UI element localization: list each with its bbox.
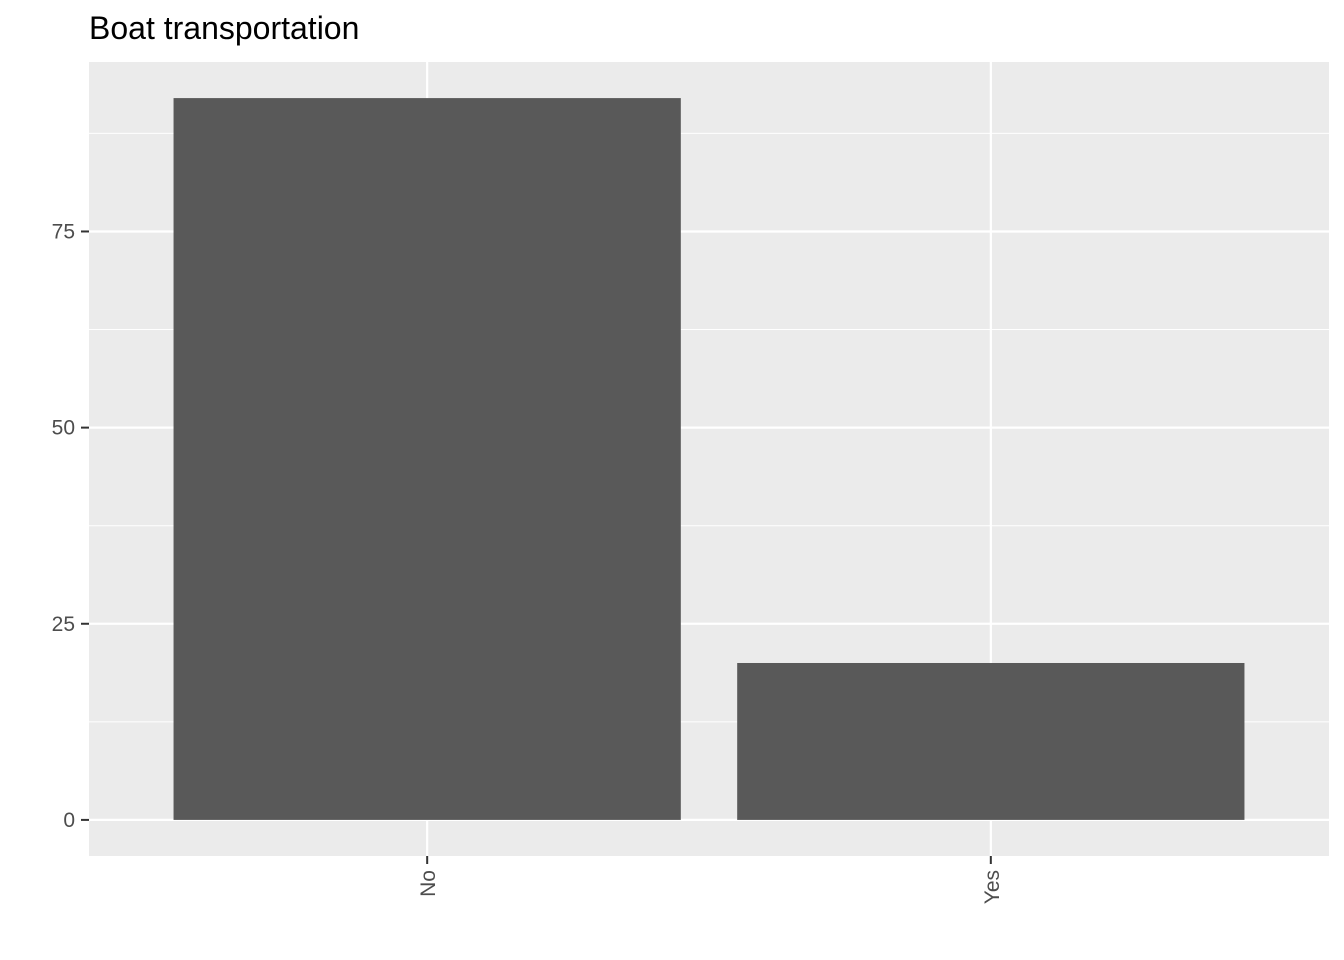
y-tick-label: 0 [63, 809, 75, 832]
bar-yes [737, 662, 1245, 820]
y-tick-label: 75 [52, 220, 75, 243]
x-tick-label: Yes [981, 870, 1004, 904]
y-axis: 0 25 50 75 [52, 220, 89, 832]
bars [173, 98, 1245, 820]
chart-title: Boat transportation [89, 10, 360, 46]
bar-no [173, 98, 681, 820]
x-tick-label: No [417, 870, 440, 897]
y-tick-label: 25 [52, 613, 75, 636]
y-tick-label: 50 [52, 417, 75, 440]
x-axis: No Yes [417, 856, 1004, 904]
